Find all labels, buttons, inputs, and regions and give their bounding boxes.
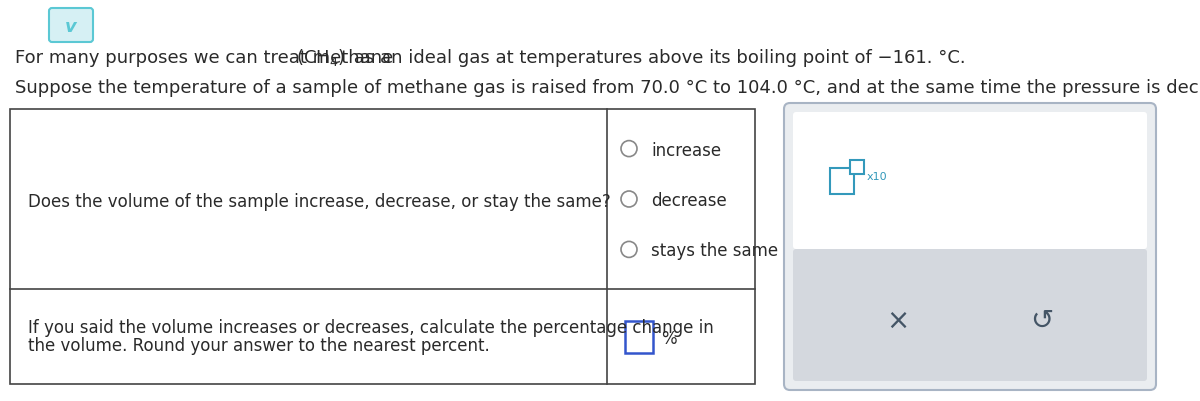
Text: x10: x10 <box>866 172 888 182</box>
Text: increase: increase <box>650 141 721 159</box>
Bar <box>850 160 864 174</box>
FancyBboxPatch shape <box>784 104 1156 390</box>
Text: v: v <box>65 18 77 36</box>
Text: Does the volume of the sample increase, decrease, or stay the same?: Does the volume of the sample increase, … <box>28 192 611 211</box>
Text: decrease: decrease <box>650 192 727 209</box>
FancyBboxPatch shape <box>793 113 1147 249</box>
Text: as an ideal gas at temperatures above its boiling point of −161. °C.: as an ideal gas at temperatures above it… <box>348 49 966 67</box>
Bar <box>625 321 653 352</box>
Text: $\left(\mathrm{CH}_4\right)$: $\left(\mathrm{CH}_4\right)$ <box>296 47 346 68</box>
Text: %: % <box>661 330 677 348</box>
FancyBboxPatch shape <box>793 249 1147 381</box>
Bar <box>10 110 755 384</box>
Text: the volume. Round your answer to the nearest percent.: the volume. Round your answer to the nea… <box>28 337 490 354</box>
Text: ×: × <box>887 306 910 334</box>
Text: ↺: ↺ <box>1031 306 1054 334</box>
FancyBboxPatch shape <box>49 9 94 43</box>
Text: stays the same: stays the same <box>650 242 778 260</box>
Text: Suppose the temperature of a sample of methane gas is raised from 70.0 °C to 104: Suppose the temperature of a sample of m… <box>14 79 1200 97</box>
Text: If you said the volume increases or decreases, calculate the percentage change i: If you said the volume increases or decr… <box>28 319 714 337</box>
Bar <box>830 168 854 194</box>
Text: For many purposes we can treat methane: For many purposes we can treat methane <box>14 49 398 67</box>
